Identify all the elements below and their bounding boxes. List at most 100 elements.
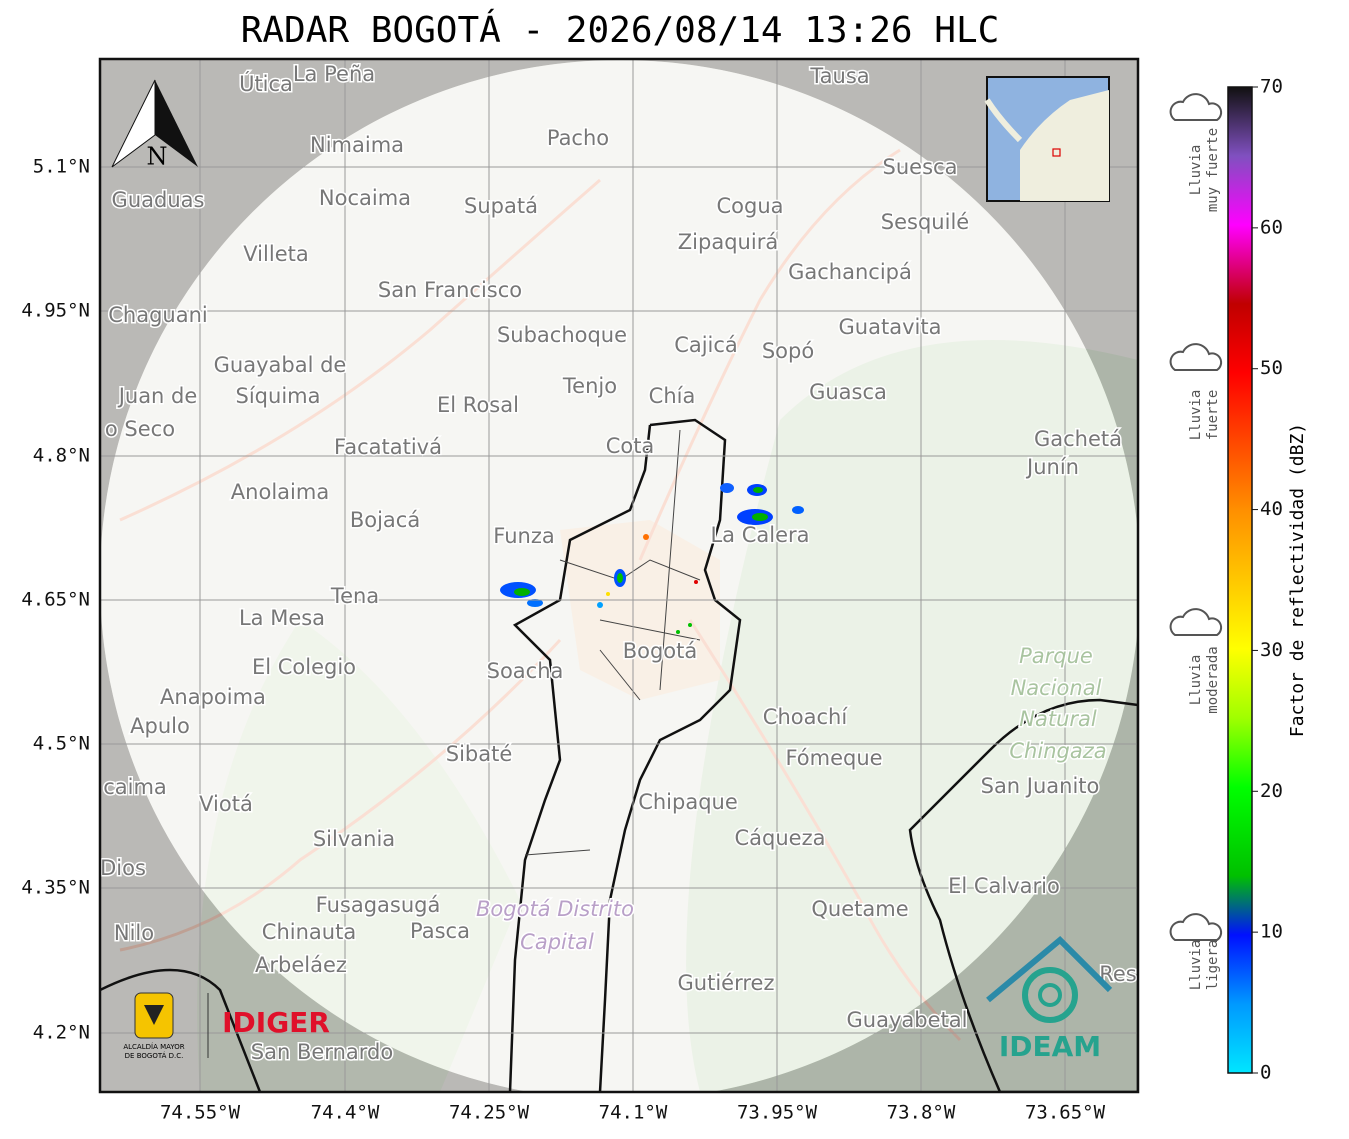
colorbar-tick-label: 20: [1260, 780, 1283, 802]
place-label: Juan de: [117, 384, 198, 408]
lat-label: 4.95°N: [21, 300, 90, 322]
north-arrow: N: [111, 79, 198, 171]
lat-label: 4.65°N: [21, 589, 90, 611]
place-label: Nocaima: [319, 186, 411, 210]
lon-label: 73.8°W: [887, 1102, 956, 1124]
place-label: Villeta: [243, 242, 308, 266]
alcaldia-text: DE BOGOTÁ D.C.: [125, 1051, 184, 1060]
place-label: Cogua: [716, 194, 783, 218]
place-label: La Calera: [710, 523, 809, 547]
place-label: Fusagasugá: [316, 893, 441, 917]
place-label: La Peña: [293, 62, 375, 86]
lon-label: 73.65°W: [1025, 1102, 1106, 1124]
place-label: Cajicá: [674, 333, 738, 357]
place-label: Tenjo: [562, 374, 617, 398]
alcaldia-logo: ALCALDÍA MAYOR DE BOGOTÁ D.C.: [123, 992, 209, 1060]
place-label: Apulo: [130, 714, 190, 738]
place-label: Supatá: [464, 194, 538, 218]
colorbar-tick-label: 50: [1260, 357, 1283, 379]
place-label: Nacional: [1011, 676, 1102, 700]
place-label: Guaduas: [112, 188, 205, 212]
place-label: Chingaza: [1009, 739, 1106, 763]
rain-icon: [1169, 93, 1223, 121]
place-label: Capital: [520, 930, 594, 954]
place-label: San Bernardo: [251, 1040, 393, 1064]
lon-label: 73.95°W: [737, 1102, 818, 1124]
place-label: San Juanito: [981, 774, 1100, 798]
map: Útica La Peña Tausa Nimaima Pacho Suesca Guadu…: [100, 59, 1138, 1092]
lat-label: 4.5°N: [33, 733, 90, 755]
alcaldia-text: ALCALDÍA MAYOR: [123, 1042, 184, 1051]
place-label: Choachí: [763, 705, 849, 729]
rain-level: muy fuerte: [1205, 128, 1221, 212]
rain-level: Lluvia: [1188, 390, 1204, 441]
place-label: Pasca: [410, 919, 470, 943]
place-label: Tausa: [809, 64, 869, 88]
rain-icon: [1169, 608, 1223, 636]
lat-label: 4.35°N: [21, 877, 90, 899]
place-label: Gachetá: [1034, 427, 1122, 451]
place-label: Nilo: [114, 921, 154, 945]
place-label: Junín: [1025, 455, 1079, 479]
place-label: Guayabal de: [214, 353, 347, 377]
place-label: Soacha: [487, 659, 564, 683]
place-label: Guatavita: [839, 315, 942, 339]
rain-level: fuerte: [1205, 390, 1221, 441]
place-label: Pacho: [547, 126, 609, 150]
place-label: Natural: [1019, 707, 1097, 731]
place-label: Chaguani: [108, 303, 208, 327]
title: RADAR BOGOTÁ - 2026/08/14 13:26 HLC: [241, 9, 1000, 51]
place-label: Tena: [330, 584, 379, 608]
rain-icon: [1169, 913, 1223, 941]
rain-level: Lluvia: [1188, 145, 1204, 196]
place-label: Silvania: [313, 827, 395, 851]
colorbar-tick-label: 30: [1260, 639, 1283, 661]
place-label: Gachancipá: [788, 260, 912, 284]
ideam-text: IDEAM: [999, 1030, 1101, 1063]
rain-level: moderada: [1205, 646, 1221, 713]
colorbar-tick-label: 40: [1260, 498, 1283, 520]
place-label: Sesquilé: [881, 210, 969, 234]
place-label: Quetame: [811, 897, 908, 921]
place-label: caima: [103, 775, 167, 799]
grid: [100, 59, 1138, 1092]
place-label: o Seco: [105, 417, 175, 441]
place-label: Cáqueza: [735, 826, 826, 850]
place-label: Bojacá: [350, 508, 420, 532]
place-label: Suesca: [883, 155, 958, 179]
lon-label: 74.25°W: [449, 1102, 530, 1124]
place-label: Chinauta: [262, 920, 356, 944]
colorbar-tick-label: 70: [1260, 76, 1283, 98]
place-label: Zipaquirá: [678, 230, 778, 254]
place-label: Guasca: [809, 380, 887, 404]
colorbar-label: Factor de reflectividad (dBZ): [1287, 423, 1308, 737]
place-label: Anolaima: [231, 480, 329, 504]
ideam-logo: IDEAM: [986, 935, 1113, 1063]
place-label: Guayabetal: [847, 1008, 968, 1032]
place-label: Viotá: [199, 792, 253, 816]
lon-label: 74.4°W: [311, 1102, 380, 1124]
place-label: Cota: [606, 434, 655, 458]
place-label: San Francisco: [378, 278, 522, 302]
lat-label: 4.8°N: [33, 445, 90, 467]
place-label: Chía: [649, 384, 696, 408]
rain-level: Lluvia: [1188, 940, 1204, 991]
place-label: Anapoima: [160, 685, 266, 709]
place-label: Bogotá Distrito: [476, 897, 634, 921]
inset-map: [984, 76, 1110, 202]
place-label: El Rosal: [437, 393, 519, 417]
place-label: Parque: [1019, 644, 1093, 668]
idiger-logo: IDIGER: [222, 1006, 330, 1039]
map-frame: [98, 57, 1140, 1094]
rain-level: Lluvia: [1188, 655, 1204, 706]
place-label: Útica: [239, 71, 293, 96]
place-label: Dios: [100, 856, 146, 880]
place-label: Sopó: [762, 339, 814, 363]
place-label: Nimaima: [310, 133, 404, 157]
colorbar-tick-label: 0: [1260, 1062, 1271, 1084]
rain-level: ligera: [1205, 940, 1221, 991]
place-label: Síquima: [236, 384, 321, 408]
place-label: Gutiérrez: [678, 971, 775, 995]
radar-echoes: [500, 483, 804, 634]
